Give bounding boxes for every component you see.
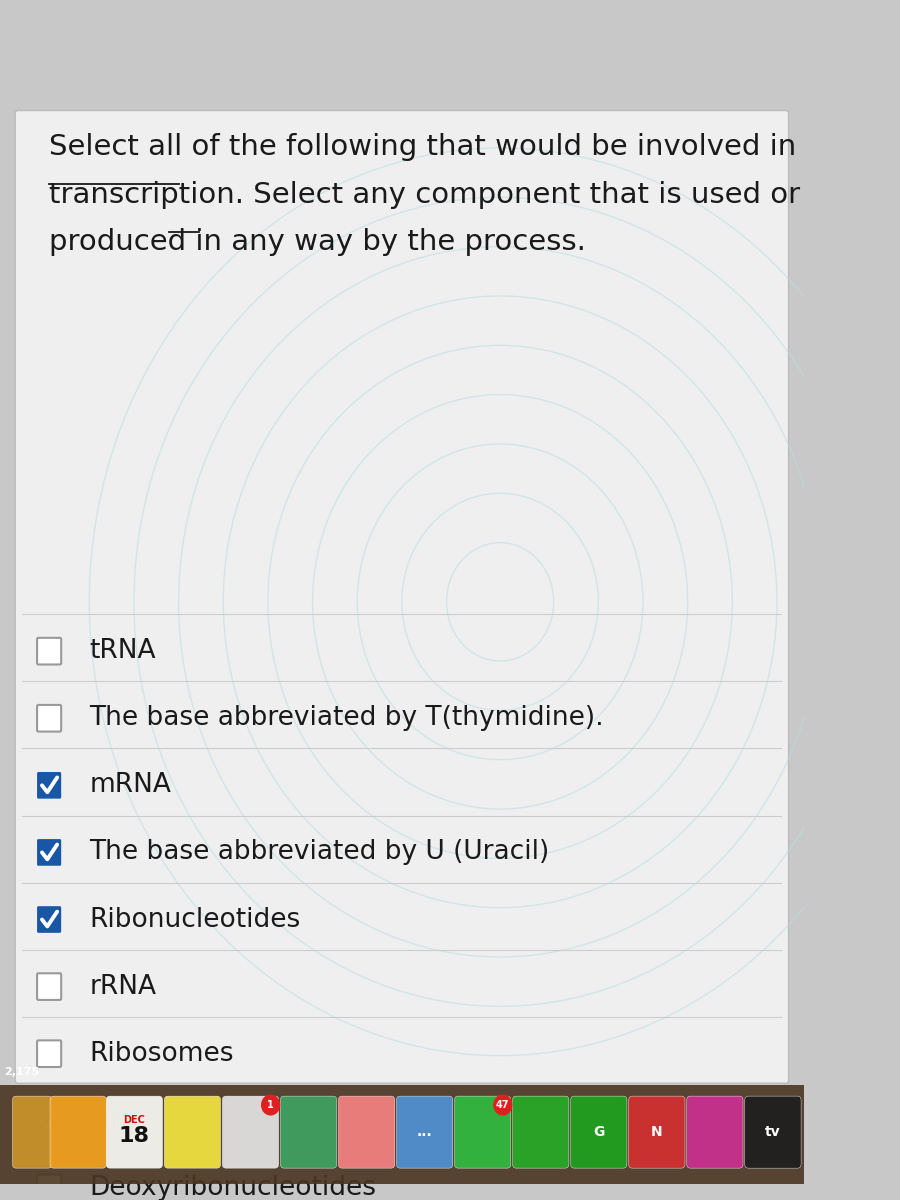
FancyBboxPatch shape (454, 1096, 511, 1168)
Text: Ribonucleotides: Ribonucleotides (89, 906, 301, 932)
Text: rRNA: rRNA (89, 973, 157, 1000)
Text: transcription. Select any component that is used or: transcription. Select any component that… (50, 180, 800, 209)
FancyBboxPatch shape (15, 110, 788, 1084)
Bar (0, 1085, 804, 1184)
Text: tv: tv (765, 1126, 781, 1139)
FancyBboxPatch shape (513, 1096, 569, 1168)
Text: 18: 18 (119, 1126, 150, 1146)
FancyBboxPatch shape (397, 1096, 453, 1168)
Text: 47: 47 (496, 1100, 509, 1110)
FancyBboxPatch shape (222, 1096, 279, 1168)
Circle shape (262, 1096, 280, 1115)
FancyBboxPatch shape (37, 638, 61, 665)
FancyBboxPatch shape (13, 1096, 52, 1168)
Text: Ribosomes: Ribosomes (89, 1040, 234, 1067)
Text: Deoxyribonucleotides: Deoxyribonucleotides (89, 1175, 376, 1200)
Text: tRNA: tRNA (89, 638, 156, 664)
FancyBboxPatch shape (281, 1096, 337, 1168)
FancyBboxPatch shape (37, 1108, 61, 1134)
Text: mRNA: mRNA (89, 773, 171, 798)
FancyBboxPatch shape (571, 1096, 627, 1168)
FancyBboxPatch shape (629, 1096, 685, 1168)
Text: The base abbreviated by U (Uracil): The base abbreviated by U (Uracil) (89, 840, 550, 865)
Circle shape (494, 1096, 512, 1115)
Text: 2,175: 2,175 (4, 1067, 40, 1078)
Text: DNA: DNA (89, 1108, 148, 1134)
Text: G: G (593, 1126, 605, 1139)
FancyBboxPatch shape (37, 772, 61, 799)
Text: The base abbreviated by T(thymidine).: The base abbreviated by T(thymidine). (89, 706, 604, 731)
FancyBboxPatch shape (37, 704, 61, 732)
Text: N: N (651, 1126, 662, 1139)
Text: Select all of the following that would be involved in: Select all of the following that would b… (50, 133, 796, 161)
Text: produced in any way by the process.: produced in any way by the process. (50, 228, 586, 256)
FancyBboxPatch shape (37, 973, 61, 1000)
FancyBboxPatch shape (165, 1096, 220, 1168)
FancyBboxPatch shape (106, 1096, 163, 1168)
FancyBboxPatch shape (50, 1096, 106, 1168)
FancyBboxPatch shape (338, 1096, 395, 1168)
FancyBboxPatch shape (687, 1096, 743, 1168)
Text: ...: ... (417, 1126, 433, 1139)
FancyBboxPatch shape (37, 1175, 61, 1200)
FancyBboxPatch shape (37, 839, 61, 865)
FancyBboxPatch shape (745, 1096, 801, 1168)
FancyBboxPatch shape (37, 1040, 61, 1067)
Text: DEC: DEC (123, 1115, 145, 1126)
Text: 1: 1 (267, 1100, 274, 1110)
FancyBboxPatch shape (37, 906, 61, 932)
